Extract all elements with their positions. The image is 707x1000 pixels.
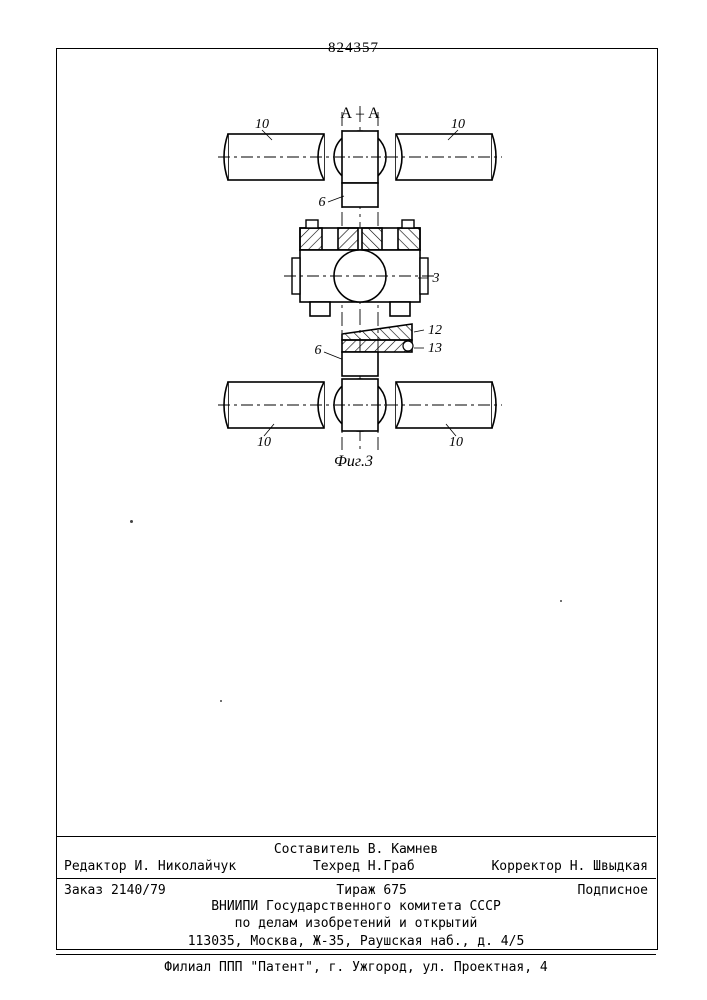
patent-number: 824357 <box>0 40 707 57</box>
figure-caption: Фиг.3 <box>0 453 707 471</box>
callout-13: 13 <box>428 341 442 356</box>
scan-speck <box>220 700 222 702</box>
figure-diagram: А – А 10 10 6 <box>200 100 520 460</box>
callout-10-top-left: 10 <box>255 117 269 132</box>
top-center-ball <box>334 131 386 183</box>
callout-6-upper: 6 <box>319 195 326 210</box>
footer-order-row: Заказ 2140/79 Тираж 675 Подписное <box>56 883 656 898</box>
footer-compiler: Составитель В. Камнев <box>56 841 656 859</box>
footer-corrector: Корректор Н. Швыдкая <box>491 859 648 874</box>
footer-circulation: Тираж 675 <box>336 883 406 898</box>
footer-block: Составитель В. Камнев Редактор И. Никола… <box>56 832 656 977</box>
callout-10-bottom-left: 10 <box>257 435 271 450</box>
callout-3: 3 <box>432 271 440 286</box>
top-left-roller <box>218 134 334 180</box>
footer-branch: Филиал ППП "Патент", г. Ужгород, ул. Про… <box>56 959 656 977</box>
footer-org-3: 113035, Москва, Ж-35, Раушская наб., д. … <box>56 933 656 951</box>
callout-12: 12 <box>428 323 442 338</box>
footer-credits-row: Редактор И. Николайчук Техред Н.Граб Кор… <box>56 859 656 874</box>
upper-neck <box>342 183 378 207</box>
top-right-roller <box>386 134 502 180</box>
scan-speck <box>130 520 133 523</box>
divider <box>56 836 656 837</box>
lower-neck <box>342 352 378 376</box>
footer-org-1: ВНИИПИ Государственного комитета СССР <box>56 898 656 916</box>
callout-6-lower: 6 <box>315 343 322 358</box>
footer-editor: Редактор И. Николайчук <box>64 859 236 874</box>
bottom-left-roller <box>218 382 334 428</box>
footer-order: Заказ 2140/79 <box>64 883 166 898</box>
callout-10-bottom-right: 10 <box>449 435 463 450</box>
bearing-block <box>284 220 436 316</box>
bottom-right-roller <box>386 382 502 428</box>
scan-speck <box>560 600 562 602</box>
divider <box>56 954 656 955</box>
bottom-center-ball <box>334 379 386 431</box>
callout-10-top-right: 10 <box>451 117 465 132</box>
footer-org-2: по делам изобретений и открытий <box>56 915 656 933</box>
shim-wedges <box>342 324 413 352</box>
footer-subscription: Подписное <box>578 883 648 898</box>
footer-techred: Техред Н.Граб <box>313 859 415 874</box>
divider <box>56 878 656 879</box>
section-label: А – А <box>340 105 380 122</box>
